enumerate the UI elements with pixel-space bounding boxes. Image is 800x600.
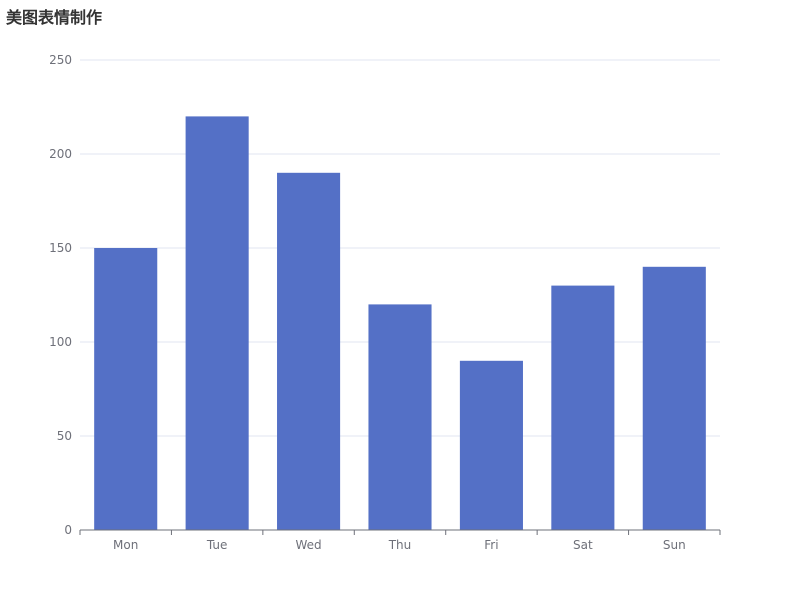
x-tick-label: Thu xyxy=(388,538,412,552)
bar-wed[interactable] xyxy=(277,172,341,531)
bar-tue[interactable] xyxy=(185,116,249,531)
x-tick-label: Mon xyxy=(113,538,138,552)
bar-mon[interactable] xyxy=(94,248,158,530)
y-tick-label: 200 xyxy=(49,147,72,161)
bar-fri[interactable] xyxy=(459,360,523,530)
y-tick-label: 0 xyxy=(64,523,72,537)
bar-sun[interactable] xyxy=(642,266,706,530)
x-tick-label: Fri xyxy=(484,538,498,552)
chart-title: 美图表情制作 xyxy=(6,8,103,27)
bar-thu[interactable] xyxy=(368,304,432,530)
y-tick-label: 250 xyxy=(49,53,72,67)
bar-sat[interactable] xyxy=(551,285,615,530)
y-tick-label: 150 xyxy=(49,241,72,255)
x-tick-label: Tue xyxy=(206,538,228,552)
x-tick-label: Sat xyxy=(573,538,593,552)
y-tick-label: 100 xyxy=(49,335,72,349)
x-tick-label: Sun xyxy=(663,538,686,552)
x-tick-label: Wed xyxy=(295,538,321,552)
y-tick-label: 50 xyxy=(57,429,72,443)
